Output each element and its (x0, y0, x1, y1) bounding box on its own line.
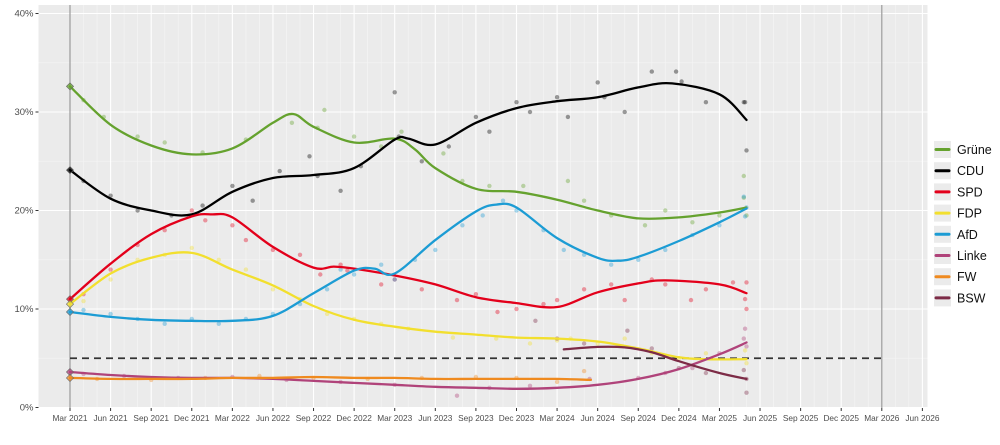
election-result-fdp (65, 300, 75, 309)
legend-item-afd: AfD (934, 225, 978, 243)
election-date-markers (69, 5, 883, 408)
x-tick-label: Jun 2021 (94, 413, 129, 423)
legend-label: CDU (957, 164, 984, 178)
legend-label: Linke (957, 249, 987, 263)
x-tick-label: Mar 2023 (377, 413, 412, 423)
gridlines (38, 5, 928, 409)
x-tick-label: Jun 2025 (743, 413, 778, 423)
y-tick-label: 30% (14, 107, 34, 118)
y-tick-label: 0% (20, 403, 34, 414)
legend-label: AfD (957, 228, 978, 242)
election-result-afd (65, 307, 75, 316)
legend-item-grüne: Grüne (934, 141, 992, 158)
poll-points-spd (81, 208, 749, 315)
legend-label: FDP (957, 207, 982, 221)
election-result-fw (65, 373, 75, 382)
legend-item-fw: FW (934, 268, 977, 286)
x-tick-label: Dec 2025 (823, 413, 859, 423)
legend-label: Grüne (957, 143, 992, 157)
x-tick-label: Mar 2021 (52, 413, 87, 423)
trend-line-fw (68, 375, 593, 382)
election-result-markers (65, 82, 75, 382)
legend-item-fdp: FDP (934, 204, 982, 222)
y-tick-label: 40% (14, 9, 34, 20)
x-tick-label: Mar 2026 (864, 413, 899, 423)
x-tick-label: Sep 2024 (620, 413, 656, 423)
legend-item-bsw: BSW (934, 289, 986, 307)
legend-label: SPD (957, 185, 983, 199)
x-tick-label: Mar 2024 (540, 413, 575, 423)
legend-label: BSW (957, 291, 986, 305)
trend-line-afd (68, 202, 748, 323)
trend-line-cdu (68, 82, 748, 217)
x-tick-label: Dec 2023 (499, 413, 535, 423)
legend-item-linke: Linke (934, 247, 987, 264)
legend-label: FW (957, 270, 977, 284)
election-result-cdu (65, 166, 75, 175)
y-axis: 0% 10% 20% 30% 40% (14, 9, 39, 414)
x-tick-label: Jun 2024 (581, 413, 616, 423)
x-tick-label: Jun 2023 (418, 413, 453, 423)
trend-line-spd (68, 212, 748, 309)
x-tick-label: Dec 2021 (174, 413, 210, 423)
x-axis: Mar 2021 Jun 2021 Sep 2021 Dec 2021 Mar 2022… (52, 408, 940, 423)
x-tick-label: Mar 2022 (215, 413, 250, 423)
x-tick-label: Mar 2025 (702, 413, 737, 423)
legend: Grüne CDU SPD FDP AfD Linke FW BSW (934, 141, 992, 307)
x-tick-label: Jun 2026 (905, 413, 940, 423)
x-tick-label: Dec 2022 (336, 413, 372, 423)
x-tick-label: Sep 2025 (783, 413, 819, 423)
legend-item-spd: SPD (934, 183, 983, 201)
trend-line-grüne (68, 85, 748, 220)
trend-line-bsw (562, 345, 748, 381)
y-tick-label: 10% (14, 304, 34, 315)
x-tick-label: Jun 2022 (256, 413, 291, 423)
trend-lines (68, 82, 748, 390)
y-tick-label: 20% (14, 206, 34, 217)
x-tick-label: Dec 2024 (661, 413, 697, 423)
x-tick-label: Sep 2021 (133, 413, 169, 423)
x-tick-label: Sep 2022 (296, 413, 332, 423)
x-tick-label: Sep 2023 (458, 413, 494, 423)
legend-item-cdu: CDU (934, 162, 984, 180)
election-result-grüne (65, 82, 75, 91)
